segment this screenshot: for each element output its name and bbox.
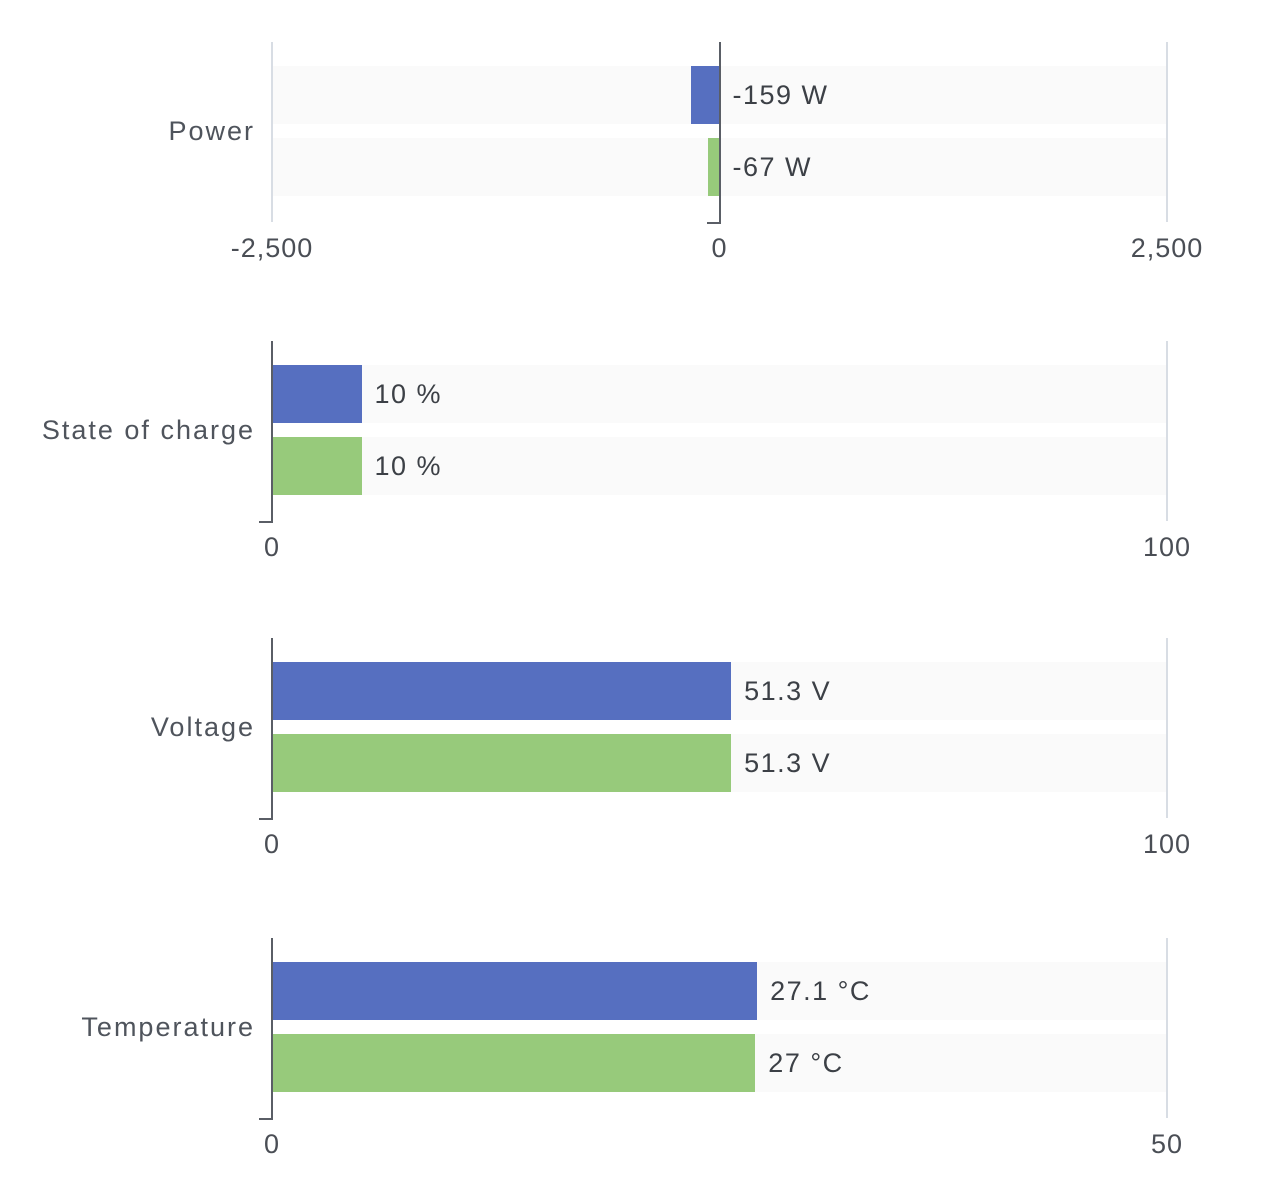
x-tick-label: 0 — [263, 829, 281, 859]
grid-line — [1166, 638, 1168, 818]
x-tick-label: -2,500 — [230, 233, 314, 263]
chart-temperature: Temperature 27.1 °C 27 °C 0 50 — [0, 938, 1274, 1170]
bar-series-1 — [272, 662, 732, 720]
grid-line — [1166, 938, 1168, 1118]
x-tick-label: 50 — [1150, 1129, 1184, 1159]
x-tick-label: 0 — [263, 1129, 281, 1159]
axis-line — [718, 42, 721, 222]
bar-series-2 — [272, 437, 362, 495]
x-tick-label: 0 — [263, 532, 281, 562]
bar-series-1 — [272, 365, 362, 423]
bar-series-2 — [272, 734, 732, 792]
x-tick-label: 0 — [711, 233, 728, 263]
grid-line — [1166, 42, 1168, 222]
grid-line — [1166, 341, 1168, 521]
category-label: Temperature — [81, 1012, 255, 1042]
x-tick-label: 100 — [1142, 532, 1192, 562]
bar-series-1 — [691, 66, 720, 124]
bar-track — [272, 437, 1167, 495]
value-label: 10 % — [374, 451, 443, 481]
chart-power: Power -159 W -67 W -2,500 0 2,500 — [0, 42, 1274, 274]
value-label: 27 °C — [768, 1048, 844, 1078]
value-label: -67 W — [732, 152, 813, 182]
bar-series-2 — [272, 1034, 756, 1092]
grid-line — [271, 42, 273, 222]
value-label: 51.3 V — [744, 676, 832, 706]
axis-tick-foot — [259, 1118, 273, 1120]
x-tick-label: 2,500 — [1130, 233, 1204, 263]
bar-series-2 — [707, 138, 720, 196]
bar-series-1 — [272, 962, 758, 1020]
axis-tick-foot — [259, 521, 273, 523]
chart-state-of-charge: State of charge 10 % 10 % 0 100 — [0, 341, 1274, 573]
x-tick-label: 100 — [1142, 829, 1192, 859]
axis-line — [271, 938, 273, 1118]
value-label: 10 % — [374, 379, 443, 409]
axis-line — [271, 341, 273, 521]
chart-voltage: Voltage 51.3 V 51.3 V 0 100 — [0, 638, 1274, 870]
axis-tick-foot — [706, 222, 721, 224]
category-label: State of charge — [41, 415, 255, 445]
axis-tick-foot — [259, 818, 273, 820]
category-label: Voltage — [150, 712, 255, 742]
value-label: -159 W — [732, 80, 829, 110]
value-label: 51.3 V — [744, 748, 832, 778]
bar-track — [272, 365, 1167, 423]
value-label: 27.1 °C — [770, 976, 871, 1006]
axis-line — [271, 638, 273, 818]
category-label: Power — [168, 116, 255, 146]
